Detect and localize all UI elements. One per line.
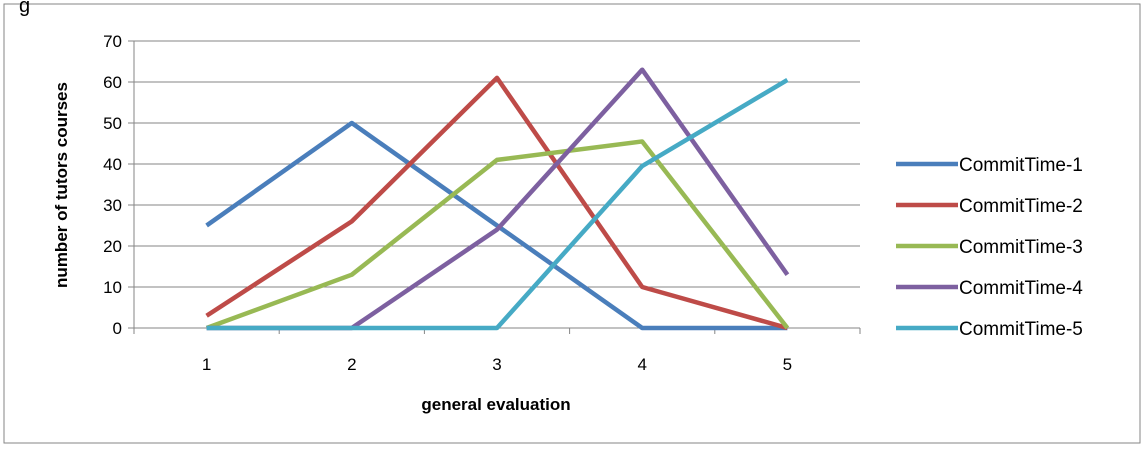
x-tick-label: 1 bbox=[202, 355, 211, 374]
y-tick-label: 60 bbox=[103, 73, 122, 92]
y-tick-label: 0 bbox=[113, 319, 122, 338]
y-tick-label: 40 bbox=[103, 155, 122, 174]
chart-border bbox=[4, 4, 1140, 443]
x-tick-label: 3 bbox=[492, 355, 501, 374]
x-tick-label: 5 bbox=[783, 355, 792, 374]
legend-label-1: CommitTime-1 bbox=[959, 155, 1083, 176]
y-tick-label: 30 bbox=[103, 196, 122, 215]
x-axis-label: general evaluation bbox=[421, 395, 570, 414]
chart-title-fragment: g bbox=[19, 0, 30, 17]
y-tick-label: 70 bbox=[103, 32, 122, 51]
x-tick-label: 2 bbox=[347, 355, 356, 374]
x-tick-label: 4 bbox=[637, 355, 646, 374]
legend-label-5: CommitTime-5 bbox=[959, 319, 1083, 340]
y-tick-label: 50 bbox=[103, 114, 122, 133]
y-axis-label: number of tutors courses bbox=[52, 82, 71, 288]
legend-label-3: CommitTime-3 bbox=[959, 237, 1083, 258]
legend-label-2: CommitTime-2 bbox=[959, 196, 1083, 217]
y-tick-label: 20 bbox=[103, 237, 122, 256]
y-tick-label: 10 bbox=[103, 278, 122, 297]
legend-label-4: CommitTime-4 bbox=[959, 278, 1083, 299]
